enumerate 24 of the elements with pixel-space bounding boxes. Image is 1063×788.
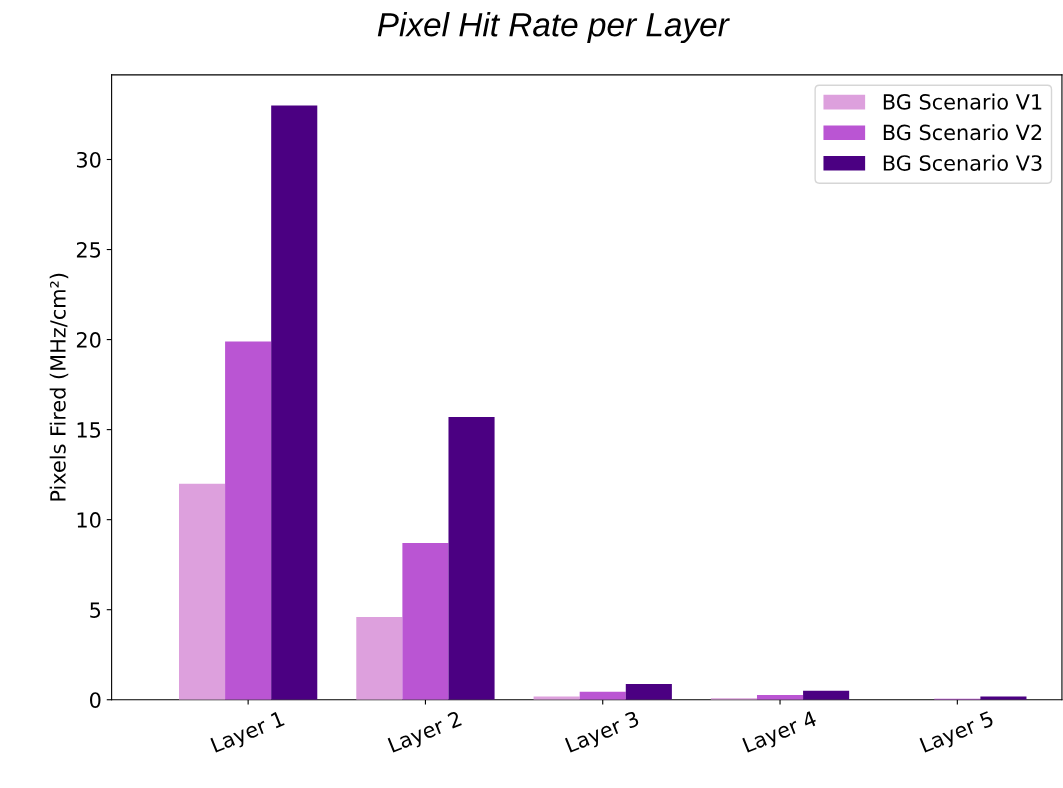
x-tick-label: Layer 5: [919, 710, 996, 757]
bar: [178, 483, 226, 700]
y-tick-label: 25: [76, 241, 101, 258]
x-tick-label: Layer 2: [387, 710, 464, 757]
bar: [356, 616, 403, 700]
x-tick-label: Layer 3: [564, 710, 642, 757]
bar: [625, 684, 672, 700]
y-axis-title: Pixels Fired (MHz/cm²): [49, 273, 69, 501]
chart-title: Pixel Hit Rate per Layer: [377, 12, 730, 44]
y-tick-label: 10: [77, 512, 101, 528]
y-tick-label: 20: [76, 332, 101, 348]
y-tick-label: 0: [90, 692, 101, 708]
legend-label: BG Scenario V1: [883, 93, 1042, 110]
bar: [271, 105, 318, 700]
y-tick-label: 15: [77, 422, 101, 438]
bar: [225, 341, 272, 700]
bar: [448, 417, 495, 700]
legend-label: BG Scenario V3: [883, 154, 1042, 171]
y-tick-label: 5: [90, 602, 101, 618]
x-tick-label: Layer 1: [210, 710, 287, 757]
x-tick-label: Layer 4: [742, 710, 819, 757]
legend-label: BG Scenario V2: [883, 124, 1042, 141]
bar: [402, 543, 449, 700]
y-tick-label: 30: [76, 151, 101, 168]
